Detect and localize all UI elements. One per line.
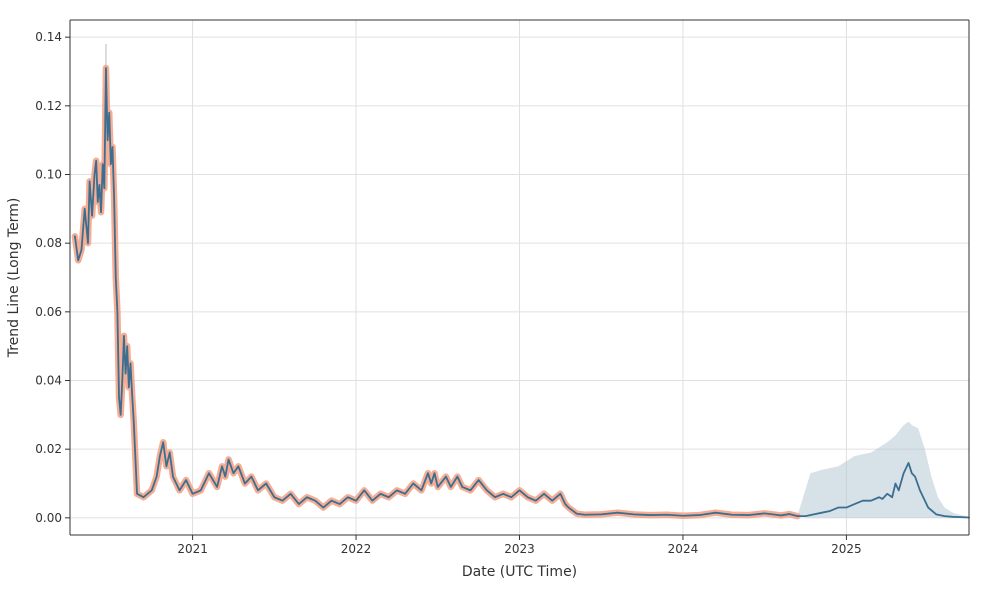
x-tick-label: 2025 (831, 542, 862, 556)
x-axis-label: Date (UTC Time) (462, 564, 577, 580)
y-tick-label: 0.06 (35, 305, 62, 319)
y-tick-label: 0.08 (35, 236, 62, 250)
y-tick-label: 0.12 (35, 99, 62, 113)
trend-chart: 2021 2022 2023 2024 2025 0.00 0.02 0.04 0.06 0.08… (0, 0, 989, 590)
y-tick-label: 0.00 (35, 511, 62, 525)
chart-svg: 2021 2022 2023 2024 2025 0.00 0.02 0.04 0.06 0.08… (0, 0, 989, 590)
y-tick-label: 0.14 (35, 30, 62, 44)
y-tick-label: 0.02 (35, 442, 62, 456)
x-tick-label: 2023 (504, 542, 535, 556)
y-tick-label: 0.10 (35, 168, 62, 182)
y-axis-label: Trend Line (Long Term) (6, 198, 22, 359)
x-tick-label: 2024 (668, 542, 699, 556)
x-tick-label: 2022 (341, 542, 372, 556)
x-tick-label: 2021 (177, 542, 208, 556)
y-tick-label: 0.04 (35, 374, 62, 388)
